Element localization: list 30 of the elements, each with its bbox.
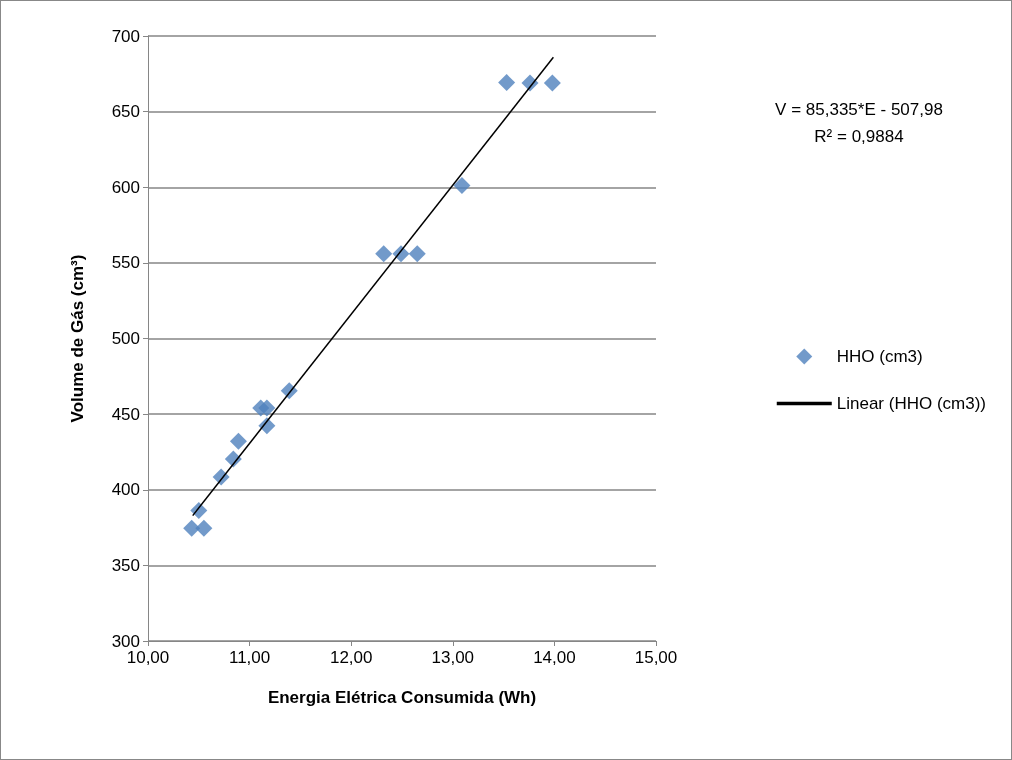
y-tick-label: 600 <box>111 177 140 197</box>
point <box>195 519 213 537</box>
y-tick-label: 450 <box>111 404 140 424</box>
point <box>498 74 516 92</box>
legend-label: HHO (cm3) <box>836 347 923 366</box>
x-axis-title: Energia Elétrica Consumida (Wh) <box>267 688 537 707</box>
y-tick-label: 500 <box>111 329 140 348</box>
point <box>408 245 426 263</box>
x-tick-label: 14,00 <box>533 648 576 667</box>
point <box>375 245 393 263</box>
point <box>183 519 201 537</box>
point <box>453 176 471 194</box>
y-tick-label: 550 <box>111 253 140 273</box>
y-axis-title: Volume de Gás (cm³) <box>68 254 87 423</box>
point <box>229 432 247 450</box>
x-tick-label: 10,00 <box>126 648 170 667</box>
legend-label: Linear (HHO (cm3)) <box>836 394 987 413</box>
x-tick-label: 12,00 <box>329 648 373 667</box>
text: V = 85,335*E - 507,98 <box>775 99 943 119</box>
y-tick-label: 650 <box>111 102 140 122</box>
x-tick-label: 11,00 <box>228 648 271 667</box>
y-tick-label: 300 <box>111 631 140 651</box>
x-tick-label: 13,00 <box>431 648 475 667</box>
point <box>543 74 561 92</box>
y-tick-label: 700 <box>111 26 140 46</box>
x-tick-label: 15,00 <box>634 648 678 667</box>
text: R² = 0,9884 <box>814 126 904 146</box>
y-tick-label: 350 <box>111 555 140 575</box>
point <box>258 399 276 417</box>
y-tick-label: 400 <box>111 480 140 500</box>
